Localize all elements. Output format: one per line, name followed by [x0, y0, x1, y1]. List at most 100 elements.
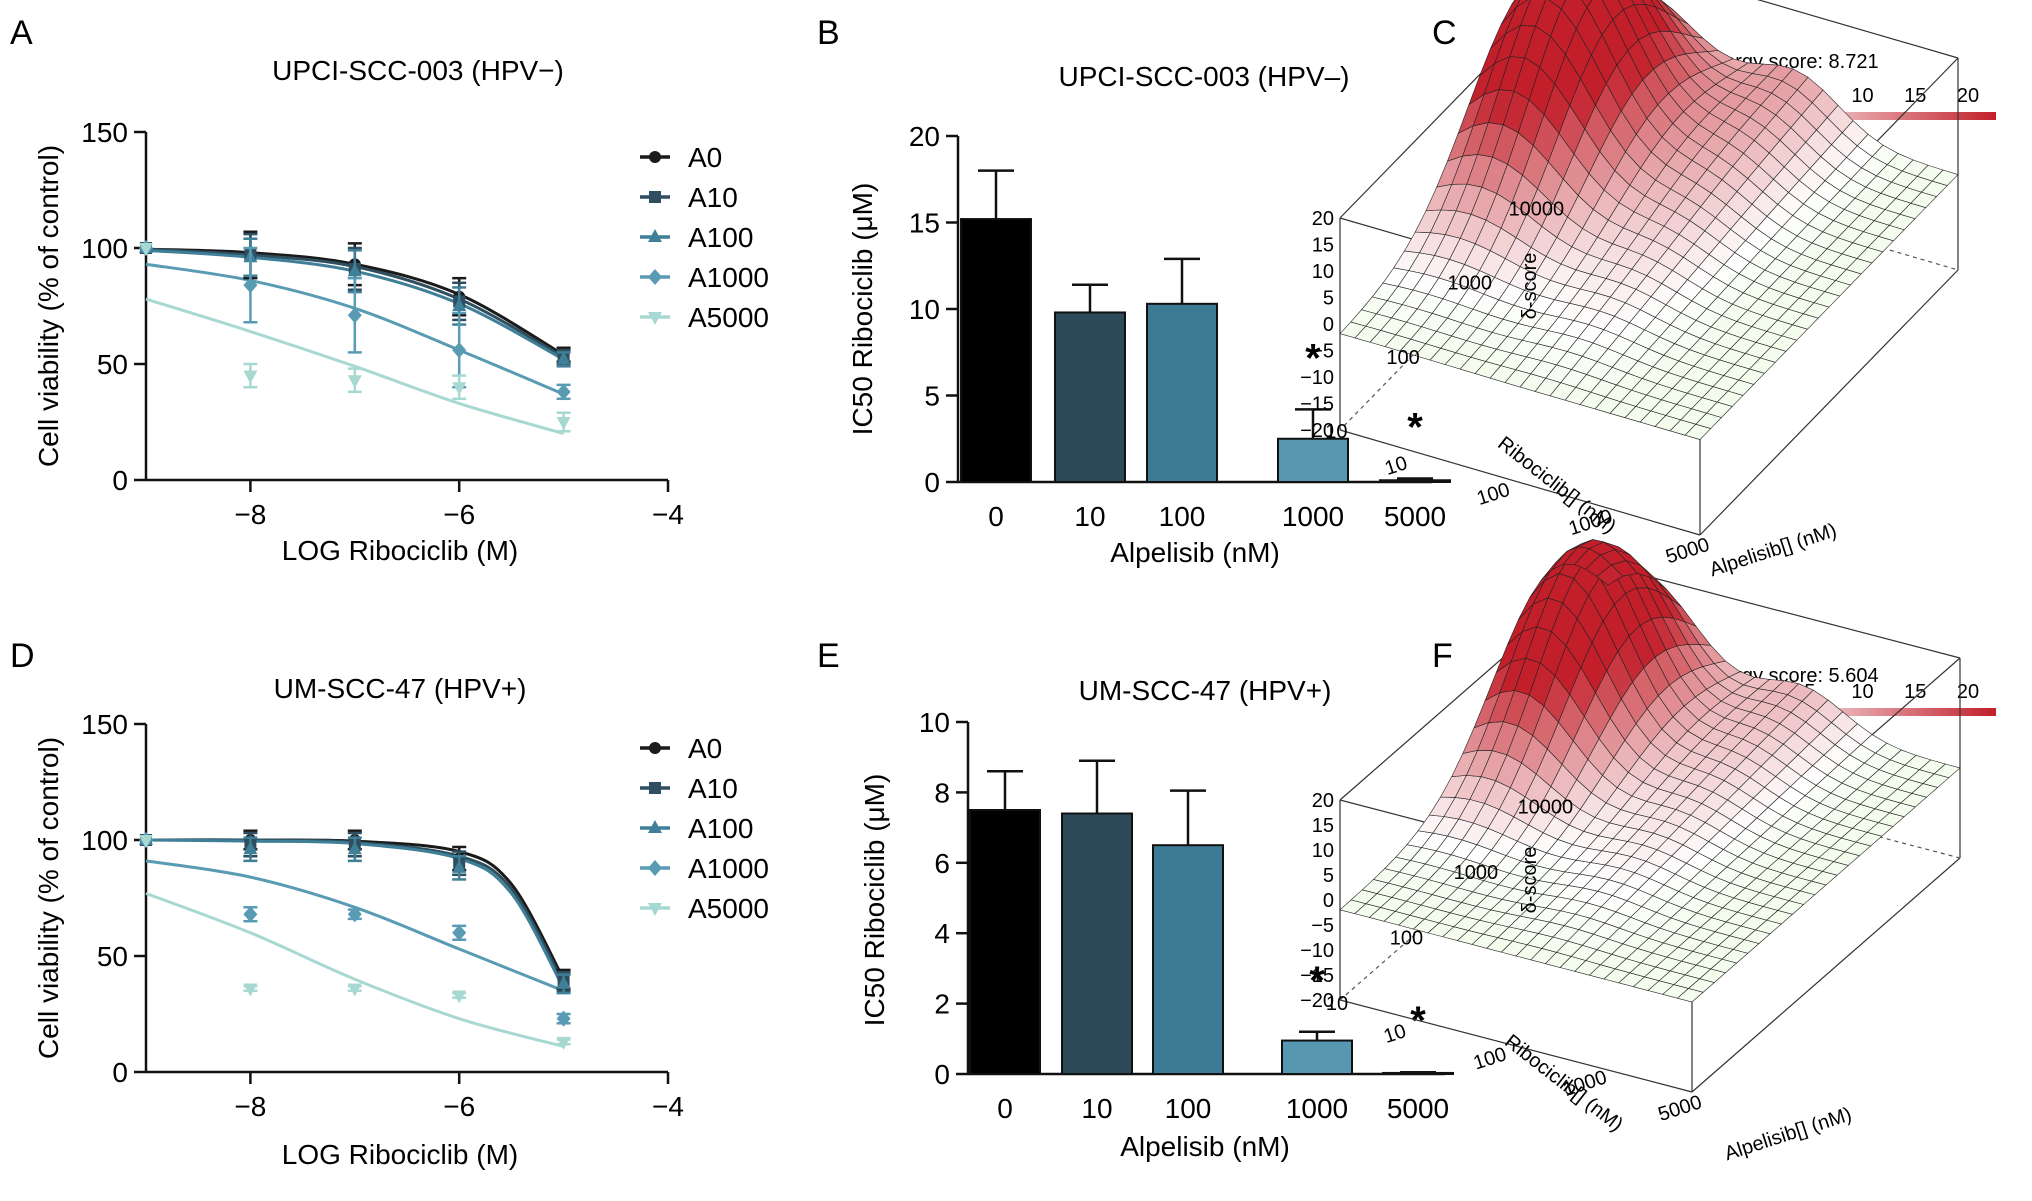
data-point-a5000 [556, 1036, 571, 1050]
z-tick-label: −5 [1311, 341, 1334, 363]
legend-marker-a5000 [648, 312, 662, 325]
bar-1000 [1277, 437, 1349, 483]
data-point-a100 [347, 841, 362, 855]
z-axis-label: δ-score [1519, 847, 1541, 914]
panel-e-title: UM-SCC-47 (HPV+) [1079, 675, 1332, 706]
z-axis-label: δ-score [1519, 253, 1541, 320]
legend-label-a100: A100 [688, 222, 753, 253]
z-tick-label: 0 [1323, 314, 1334, 336]
x-tick-label: −4 [652, 1091, 684, 1122]
data-point-a5000 [243, 370, 258, 384]
x-tick-label: 100 [1159, 501, 1206, 532]
synergy-surface-mesh [1339, 539, 1961, 1003]
panel-d-x-label: LOG Ribociclib (M) [282, 1139, 518, 1170]
scale-tick-label: 15 [1904, 85, 1926, 107]
panel-letter-d: D [10, 637, 35, 675]
legend-label-a10: A10 [688, 773, 738, 804]
surface-cell [1500, 0, 1521, 25]
legend-label-a100: A100 [688, 813, 753, 844]
z-tick-label: −20 [1300, 420, 1334, 442]
y-tick-label: 10000 [1509, 199, 1565, 221]
z-tick-label: 10 [1312, 840, 1334, 862]
z-tick-label: −10 [1300, 367, 1334, 389]
box-edge [1691, 857, 1961, 1093]
x-axis-label: Alpelisib[] (nM) [1707, 519, 1840, 581]
y-tick-label: 0 [112, 1057, 128, 1088]
y-tick-label: 10 [909, 294, 940, 325]
surface-cell [1642, 0, 1657, 8]
x-tick-label: 5000 [1656, 1091, 1705, 1126]
legend-marker-a1000 [648, 860, 662, 876]
data-point-a1000 [452, 924, 467, 941]
series-curve-a5000 [145, 297, 565, 436]
data-point-a1000 [452, 342, 467, 359]
z-tick-label: 15 [1312, 235, 1334, 257]
surface-cell [1596, 564, 1624, 586]
x-tick-label: −8 [234, 1091, 266, 1122]
panel-d-y-label: Cell viability (% of control) [33, 737, 64, 1059]
z-tick-label: 10 [1312, 261, 1334, 283]
x-tick-label: 5000 [1384, 501, 1446, 532]
legend-marker-a0 [649, 742, 661, 754]
y-tick-label: 100 [81, 233, 128, 264]
box-edge [1757, 0, 1959, 59]
y-tick-label: 0 [112, 465, 128, 496]
legend-marker-a10 [649, 191, 661, 203]
surface-cell [1618, 0, 1635, 10]
x-tick-label: 5000 [1387, 1093, 1449, 1124]
bar-10 [1061, 812, 1133, 1076]
legend-marker-a10 [649, 782, 661, 794]
data-point-a1000 [556, 383, 571, 400]
surface-cell [1511, 0, 1516, 5]
legend-marker-a0 [649, 151, 661, 163]
y-tick-label: 150 [81, 709, 128, 740]
panel-letter-f: F [1432, 637, 1453, 675]
data-point-a5000 [347, 375, 362, 389]
panel-c-synergy-surface: C HSA synergy score: 8.721−20−15−10−5051… [1300, 0, 1996, 581]
x-tick-label: 100 [1165, 1093, 1212, 1124]
legend-marker-a5000 [648, 903, 662, 916]
data-point-a5000 [243, 983, 258, 997]
scale-tick-label: 15 [1904, 681, 1926, 703]
scale-tick-label: 10 [1851, 681, 1873, 703]
x-tick-label: 10 [1081, 1093, 1112, 1124]
y-tick-label: 10 [919, 707, 950, 738]
y-tick-label: 15 [909, 208, 940, 239]
panel-b-title: UPCI-SCC-003 (HPV–) [1059, 61, 1350, 92]
data-point-a1000 [347, 307, 362, 324]
bar-10 [1054, 311, 1126, 483]
panel-a-x-label: LOG Ribociclib (M) [282, 535, 518, 566]
z-tick-label: 15 [1312, 815, 1334, 837]
y-tick-label: 5 [924, 381, 940, 412]
y-tick-label: 100 [1390, 927, 1423, 949]
z-tick-label: −15 [1300, 965, 1334, 987]
legend-marker-a100 [648, 820, 662, 833]
data-point-a1000 [243, 906, 258, 923]
y-axis-label: Ribociclib[] (nM) [1493, 432, 1620, 538]
z-tick-label: 5 [1323, 288, 1334, 310]
data-point-a5000 [139, 835, 153, 848]
y-tick-label: 100 [1386, 347, 1419, 369]
legend-label-a1000: A1000 [688, 853, 769, 884]
bar-0 [969, 809, 1041, 1075]
x-tick-label: 0 [997, 1093, 1013, 1124]
legend-label-a1000: A1000 [688, 262, 769, 293]
z-tick-label: −10 [1300, 940, 1334, 962]
x-tick-label: −6 [443, 1091, 475, 1122]
y-tick-label: 50 [97, 349, 128, 380]
scale-tick-label: 10 [1851, 85, 1873, 107]
scale-tick-label: 20 [1957, 85, 1979, 107]
legend-label-a5000: A5000 [688, 893, 769, 924]
data-point-a5000 [139, 243, 153, 256]
data-point-a100 [347, 263, 362, 277]
y-tick-label: 1000 [1454, 862, 1499, 884]
y-tick-label: 10 [1325, 421, 1347, 443]
bar-5000 [1379, 479, 1451, 483]
y-tick-label: 150 [81, 117, 128, 148]
data-point-a5000 [452, 990, 467, 1004]
panel-letter-c: C [1432, 14, 1457, 52]
bar-1000 [1281, 1039, 1353, 1076]
z-tick-label: −5 [1311, 915, 1334, 937]
